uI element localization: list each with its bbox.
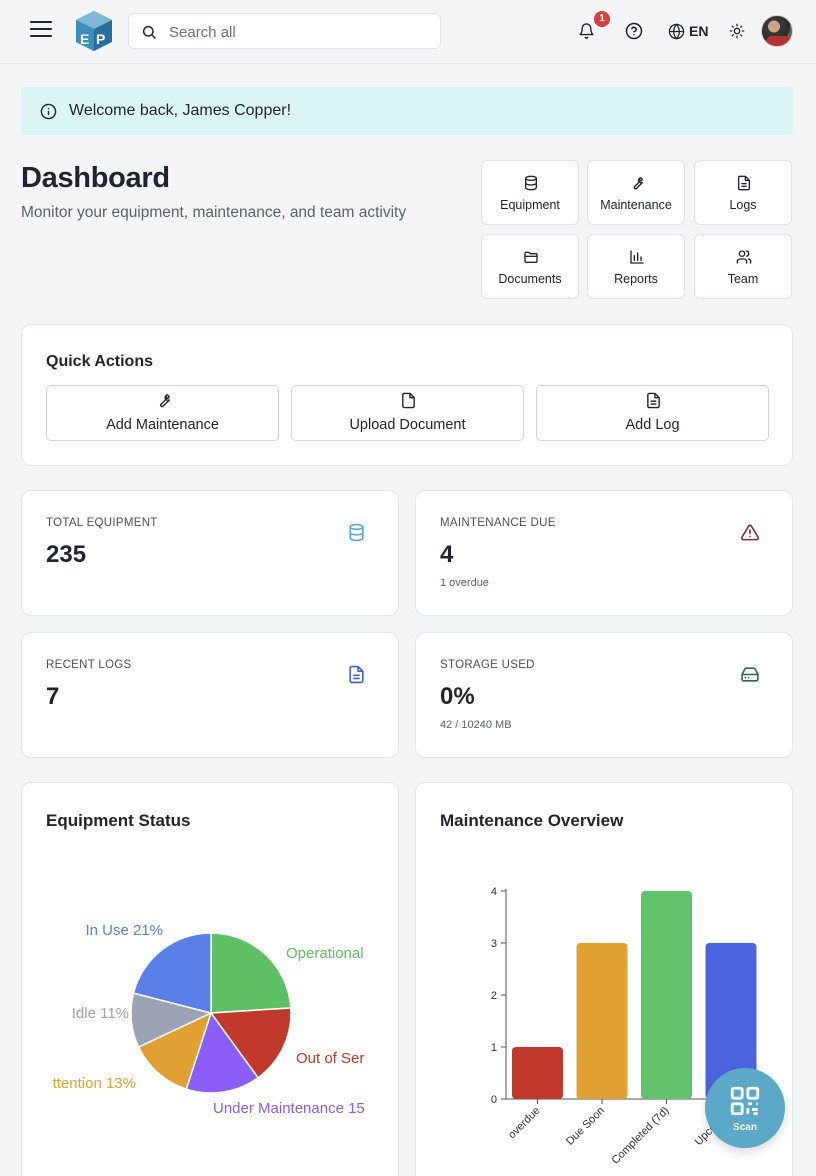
pie-label: Idle 11% [72, 1005, 129, 1022]
x-tick-label: overdue [506, 1105, 543, 1142]
pie-label: Out of Ser [296, 1050, 364, 1067]
stat-value: 235 [46, 541, 87, 568]
qr-code-icon [730, 1086, 760, 1116]
nav-tile-documents[interactable]: Documents [481, 234, 579, 299]
file-text-icon [738, 175, 750, 191]
nav-tile-equipment[interactable]: Equipment [481, 160, 579, 225]
globe-icon [668, 22, 685, 40]
pie-slice-in-use[interactable] [132, 932, 212, 1014]
add-maintenance-button[interactable]: Add Maintenance [46, 385, 279, 441]
stat-value: 7 [46, 683, 60, 710]
quick-actions-title: Quick Actions [46, 353, 153, 370]
y-tick-label: 4 [491, 886, 497, 898]
bar-chart-icon [630, 250, 644, 264]
info-icon [40, 103, 57, 119]
stat-card-maintenance-due[interactable]: MAINTENANCE DUE 4 1 overdue [415, 490, 793, 616]
stat-subtext: 42 / 10240 MB [440, 719, 512, 731]
wrench-icon [159, 394, 170, 408]
nav-tile-reports[interactable]: Reports [587, 234, 685, 299]
pie-slice-needs-attention[interactable] [137, 1011, 213, 1091]
search-icon [142, 25, 156, 39]
welcome-banner: Welcome back, James Copper! [21, 87, 793, 135]
equipment-status-card: Equipment Status Operational Out of Ser Un… [21, 782, 399, 1176]
nav-tile-label: Equipment [500, 198, 560, 212]
stat-card-total-equipment[interactable]: TOTAL EQUIPMENT 235 [21, 490, 399, 616]
welcome-message: Welcome back, James Copper! [69, 102, 292, 119]
button-label: Add Log [625, 417, 680, 433]
search-input[interactable] [169, 22, 429, 42]
language-switcher[interactable]: EN [668, 22, 708, 40]
stat-value: 4 [440, 541, 454, 568]
file-text-icon [647, 392, 660, 409]
bell-icon[interactable] [578, 22, 595, 40]
language-label: EN [689, 23, 709, 39]
wrench-icon [633, 177, 644, 190]
equipment-status-pie-chart: Operational Out of Ser Under Maintenance 1… [53, 922, 365, 1117]
pie-slice-out-of-service[interactable] [209, 1007, 292, 1079]
stat-value: 0% [440, 683, 475, 710]
pie-label: ttention 13% [53, 1075, 136, 1092]
pie-slice-under-maintenance[interactable] [185, 1011, 260, 1094]
chart-title: Equipment Status [46, 811, 191, 830]
y-tick-label: 2 [491, 990, 497, 1002]
bar-upcoming[interactable] [705, 943, 757, 1099]
stat-subtext: 1 overdue [440, 577, 489, 589]
x-tick-label: Due Soon [564, 1105, 607, 1148]
stat-label: STORAGE USED [440, 659, 535, 671]
nav-tile-label: Maintenance [600, 198, 672, 212]
bar-due-soon[interactable] [576, 943, 628, 1099]
svg-text:E: E [80, 31, 89, 47]
x-tick-label: Completed (7d) [610, 1105, 672, 1167]
menu-icon[interactable] [30, 21, 52, 41]
stat-label: TOTAL EQUIPMENT [46, 517, 158, 529]
nav-tile-label: Documents [498, 272, 562, 286]
file-icon [402, 392, 415, 409]
page-title: Dashboard [21, 162, 170, 194]
bar-overdue[interactable] [512, 1047, 563, 1099]
folder-icon [524, 251, 538, 263]
button-label: Add Maintenance [106, 417, 219, 433]
nav-tile-label: Team [727, 272, 759, 286]
stat-card-storage-used[interactable]: STORAGE USED 0% 42 / 10240 MB [415, 632, 793, 758]
notification-badge: 1 [594, 11, 610, 27]
user-avatar[interactable] [761, 15, 793, 47]
stat-label: RECENT LOGS [46, 659, 132, 671]
users-icon [736, 250, 752, 264]
nav-tile-label: Logs [729, 198, 757, 212]
nav-tile-label: Reports [614, 272, 658, 286]
nav-tile-team[interactable]: Team [694, 234, 792, 299]
stat-label: MAINTENANCE DUE [440, 517, 556, 529]
pie-label: Operational [286, 945, 364, 962]
pie-label: In Use 21% [85, 922, 163, 939]
scan-button[interactable]: Scan [705, 1068, 785, 1148]
alert-triangle-icon [740, 524, 760, 541]
scan-label: Scan [733, 1122, 757, 1133]
page-subtitle: Monitor your equipment, maintenance, and… [21, 204, 407, 221]
search-box[interactable] [128, 13, 441, 49]
svg-text:P: P [96, 31, 105, 47]
database-icon [349, 523, 364, 542]
app-logo[interactable]: E P [75, 10, 113, 52]
top-bar: E P 1 EN [0, 0, 816, 64]
y-tick-label: 3 [491, 938, 497, 950]
nav-tile-maintenance[interactable]: Maintenance [587, 160, 685, 225]
hard-drive-icon [741, 667, 759, 682]
help-icon[interactable] [625, 22, 643, 40]
bar-completed-7d[interactable] [641, 891, 692, 1099]
quick-actions-card: Quick Actions Add Maintenance Upload Doc… [21, 324, 793, 466]
pie-slice-operational[interactable] [210, 932, 292, 1014]
chart-title: Maintenance Overview [440, 811, 624, 830]
y-tick-label: 0 [491, 1094, 497, 1106]
add-log-button[interactable]: Add Log [536, 385, 769, 441]
nav-tile-logs[interactable]: Logs [694, 160, 792, 225]
upload-document-button[interactable]: Upload Document [291, 385, 524, 441]
pie-label: Under Maintenance 15 [213, 1100, 365, 1117]
sun-icon[interactable] [729, 23, 745, 39]
button-label: Upload Document [349, 417, 466, 433]
database-icon [525, 175, 537, 191]
y-tick-label: 1 [491, 1042, 497, 1054]
stat-card-recent-logs[interactable]: RECENT LOGS 7 [21, 632, 399, 758]
file-text-icon [349, 665, 364, 684]
